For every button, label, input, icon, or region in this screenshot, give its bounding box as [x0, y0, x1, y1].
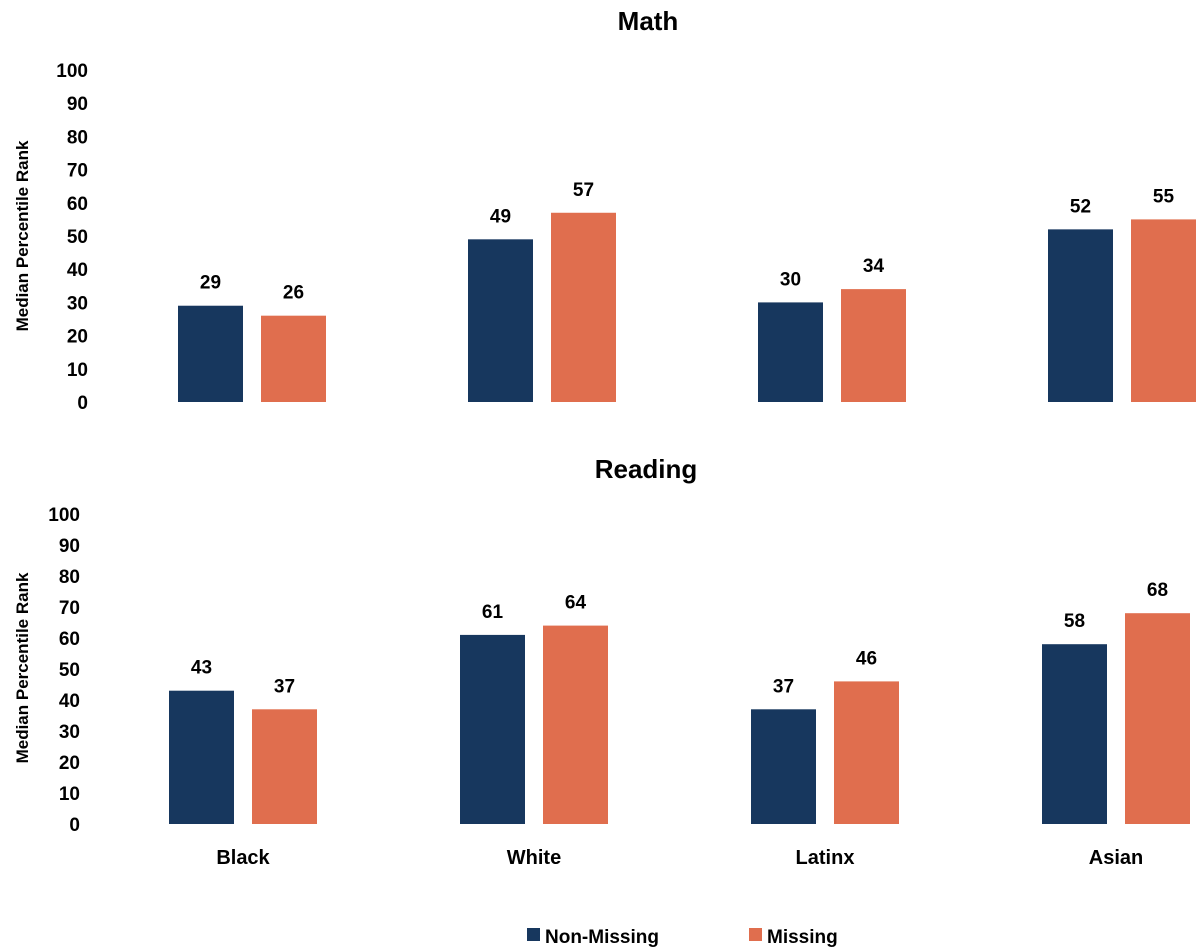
bar-missing-white	[543, 625, 608, 824]
data-label: 61	[482, 602, 504, 623]
y-axis-label: Median Percentile Rank	[13, 140, 32, 331]
bar-missing-latinx	[834, 681, 899, 824]
y-tick-label: 0	[77, 393, 88, 414]
data-label: 64	[565, 593, 587, 614]
data-label: 49	[490, 206, 511, 227]
y-tick-label: 30	[67, 293, 88, 314]
y-tick-label: 50	[67, 227, 88, 248]
data-label: 34	[863, 256, 885, 277]
bar-non-missing-white	[468, 239, 533, 402]
y-tick-label: 10	[67, 360, 88, 381]
bar-missing-asian	[1125, 613, 1190, 824]
y-tick-label: 100	[56, 61, 88, 82]
bar-group	[178, 212, 1196, 402]
y-tick-label: 70	[67, 161, 88, 182]
bar-missing-latinx	[841, 289, 906, 402]
y-tick-label: 20	[67, 327, 88, 348]
bar-missing-black	[252, 709, 317, 824]
legend: Non-Missing Missing	[527, 927, 838, 948]
bar-non-missing-black	[169, 690, 234, 824]
math-panel: Math Median Percentile Rank 0 10 20 30 40 50 6…	[13, 6, 1196, 414]
y-tick-label: 20	[59, 753, 80, 774]
x-category-label: Asian	[1089, 847, 1143, 869]
data-labels: 29 26 49 57 30 34 52 55	[200, 180, 1175, 304]
data-label: 57	[573, 180, 594, 201]
chart-title: Reading	[595, 454, 698, 484]
data-label: 29	[200, 273, 221, 294]
bar-non-missing-asian	[1048, 229, 1113, 402]
y-tick-label: 40	[59, 691, 80, 712]
y-tick-label: 80	[59, 567, 80, 588]
y-axis-ticks: 0 10 20 30 40 50 60 70 80 90 100	[56, 61, 88, 414]
y-tick-label: 10	[59, 784, 80, 805]
bar-non-missing-white	[460, 634, 525, 824]
data-label: 26	[283, 283, 304, 304]
data-label: 52	[1070, 196, 1091, 217]
data-label: 37	[274, 676, 295, 697]
legend-label-non-missing: Non-Missing	[545, 927, 659, 948]
data-label: 30	[780, 269, 801, 290]
y-tick-label: 70	[59, 598, 80, 619]
data-label: 55	[1153, 186, 1175, 207]
y-tick-label: 60	[67, 194, 88, 215]
y-tick-label: 90	[67, 94, 88, 115]
legend-swatch-non-missing	[527, 928, 540, 941]
y-axis-ticks: 0 10 20 30 40 50 60 70 80 90 100	[48, 505, 80, 836]
y-tick-label: 50	[59, 660, 80, 681]
data-label: 58	[1064, 611, 1085, 632]
chart-title: Math	[618, 6, 679, 36]
bar-non-missing-latinx	[758, 302, 823, 402]
bar-non-missing-asian	[1042, 644, 1107, 824]
y-tick-label: 60	[59, 629, 80, 650]
bar-non-missing-black	[178, 305, 243, 402]
x-category-label: White	[507, 847, 561, 869]
y-tick-label: 0	[69, 815, 80, 836]
legend-label-missing: Missing	[767, 927, 838, 948]
x-category-label: Latinx	[796, 847, 855, 869]
bar-non-missing-latinx	[751, 709, 816, 824]
data-label: 46	[856, 648, 877, 669]
x-category-label: Black	[216, 847, 270, 869]
y-tick-label: 100	[48, 505, 80, 526]
y-tick-label: 90	[59, 536, 80, 557]
y-tick-label: 80	[67, 127, 88, 148]
bar-missing-black	[261, 315, 326, 402]
data-label: 68	[1147, 580, 1168, 601]
bar-group	[169, 613, 1190, 824]
y-tick-label: 40	[67, 260, 88, 281]
data-label: 37	[773, 676, 794, 697]
y-tick-label: 30	[59, 722, 80, 743]
data-labels: 43 37 61 64 37 46 58 68	[191, 580, 1168, 697]
bar-missing-asian	[1131, 219, 1196, 402]
bar-missing-white	[551, 212, 616, 402]
reading-panel: Reading Median Percentile Rank 0 10 20 30 40…	[13, 454, 1190, 869]
y-axis-label: Median Percentile Rank	[13, 572, 32, 763]
legend-swatch-missing	[749, 928, 762, 941]
category-labels: Black White Latinx Asian	[216, 847, 1143, 869]
data-label: 43	[191, 658, 212, 679]
